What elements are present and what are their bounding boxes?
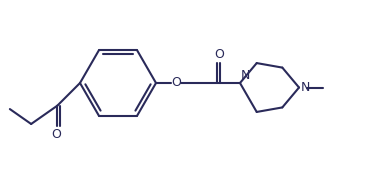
- Text: N: N: [301, 81, 310, 94]
- Text: N: N: [241, 69, 250, 82]
- Text: O: O: [51, 128, 61, 141]
- Text: O: O: [171, 77, 181, 90]
- Text: O: O: [214, 48, 224, 61]
